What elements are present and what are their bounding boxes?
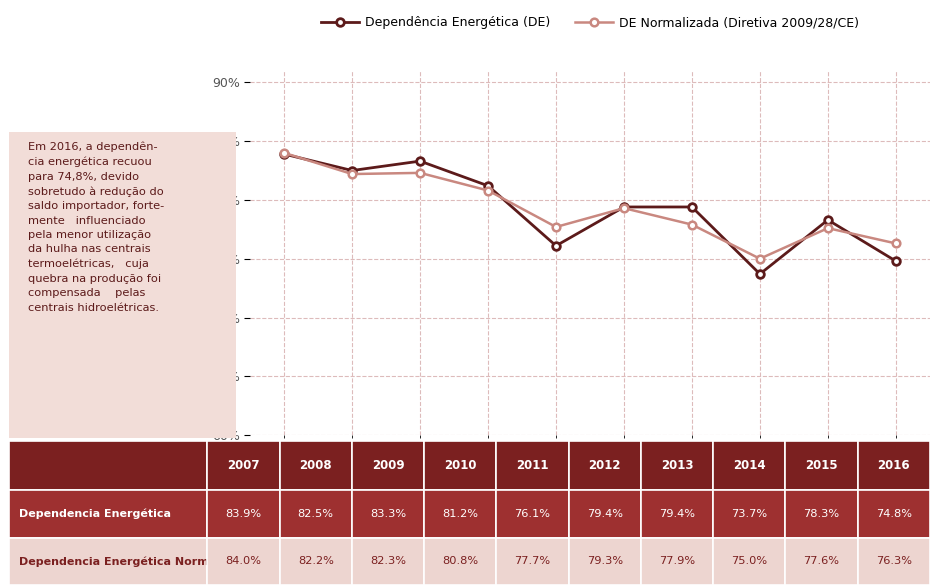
Text: 2008: 2008 <box>299 459 332 472</box>
Text: 84.0%: 84.0% <box>226 556 261 566</box>
Text: 76.3%: 76.3% <box>876 556 912 566</box>
Text: 82.5%: 82.5% <box>297 509 333 519</box>
Text: 82.2%: 82.2% <box>297 556 333 566</box>
Text: 2013: 2013 <box>661 459 693 472</box>
Text: Dependencia Energética Normalizada: Dependencia Energética Normalizada <box>19 556 253 567</box>
Text: 78.3%: 78.3% <box>803 509 839 519</box>
Legend: Dependência Energética (DE), DE Normalizada (Diretiva 2009/28/CE): Dependência Energética (DE), DE Normaliz… <box>316 11 864 34</box>
Text: 83.9%: 83.9% <box>226 509 261 519</box>
Text: 74.8%: 74.8% <box>876 509 912 519</box>
Text: Dependencia Energética: Dependencia Energética <box>19 509 171 519</box>
Text: 2007: 2007 <box>228 459 260 472</box>
Text: 79.3%: 79.3% <box>586 556 623 566</box>
Text: 77.7%: 77.7% <box>514 556 550 566</box>
Text: Em 2016, a dependên-
cia energética recuou
para 74,8%, devido
sobretudo à reduçã: Em 2016, a dependên- cia energética recu… <box>27 142 164 313</box>
Text: 2016: 2016 <box>877 459 910 472</box>
Text: 2012: 2012 <box>588 459 621 472</box>
Text: 77.9%: 77.9% <box>659 556 695 566</box>
Text: 79.4%: 79.4% <box>587 509 623 519</box>
Text: 2011: 2011 <box>516 459 548 472</box>
Text: 80.8%: 80.8% <box>442 556 479 566</box>
Text: 77.6%: 77.6% <box>803 556 839 566</box>
Text: 82.3%: 82.3% <box>370 556 406 566</box>
Text: 79.4%: 79.4% <box>659 509 695 519</box>
Text: 2015: 2015 <box>805 459 837 472</box>
Text: 76.1%: 76.1% <box>514 509 550 519</box>
Text: 2010: 2010 <box>444 459 477 472</box>
Text: 81.2%: 81.2% <box>442 509 479 519</box>
Text: 73.7%: 73.7% <box>732 509 767 519</box>
Text: 2014: 2014 <box>733 459 766 472</box>
Text: 75.0%: 75.0% <box>732 556 767 566</box>
Text: 83.3%: 83.3% <box>370 509 406 519</box>
Text: 2009: 2009 <box>372 459 404 472</box>
